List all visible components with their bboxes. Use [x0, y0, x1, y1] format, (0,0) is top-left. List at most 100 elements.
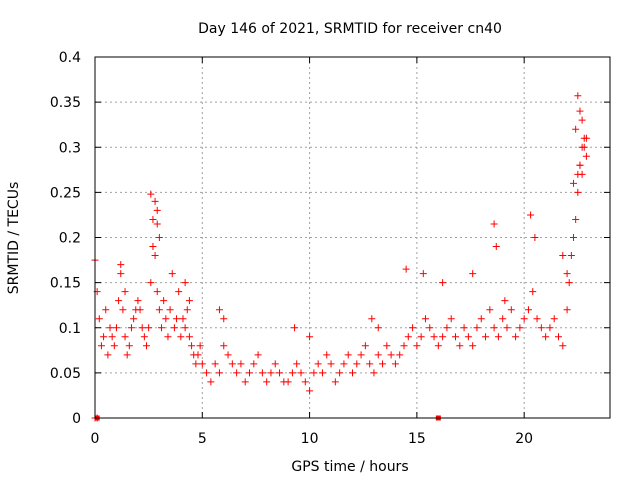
data-point — [426, 324, 434, 332]
data-point — [366, 360, 374, 368]
data-point — [196, 342, 204, 350]
data-point — [492, 243, 500, 251]
data-point — [469, 270, 477, 278]
data-point — [271, 360, 279, 368]
data-point — [198, 360, 206, 368]
data-point — [361, 342, 369, 350]
data-point — [203, 369, 211, 377]
data-point — [115, 297, 123, 305]
data-point — [121, 333, 129, 341]
data-point — [108, 333, 116, 341]
data-point — [318, 369, 326, 377]
data-point — [559, 252, 567, 260]
x-tick-label: 0 — [91, 431, 100, 447]
data-point — [215, 306, 223, 314]
data-point — [419, 270, 427, 278]
data-point — [220, 342, 228, 350]
data-point — [138, 324, 146, 332]
data-point — [288, 369, 296, 377]
data-point — [531, 234, 539, 241]
x-axis-title: GPS time / hours — [291, 459, 408, 475]
data-point — [117, 261, 125, 269]
data-point — [374, 351, 382, 359]
data-point — [507, 306, 515, 314]
data-point — [130, 315, 138, 323]
data-point — [537, 324, 545, 332]
data-point — [452, 333, 459, 341]
data-point — [387, 351, 395, 359]
data-point — [327, 360, 335, 368]
data-point — [181, 279, 189, 287]
data-point — [512, 333, 520, 341]
data-point — [177, 333, 185, 341]
data-point — [314, 360, 322, 368]
data-point — [297, 369, 305, 377]
data-point — [106, 324, 114, 332]
data-point — [306, 333, 314, 341]
data-point — [413, 342, 421, 350]
data-point — [104, 351, 112, 359]
y-tick-label: 0.15 — [50, 276, 81, 292]
data-point — [117, 270, 125, 278]
data-point — [153, 206, 161, 214]
data-point — [501, 297, 509, 305]
data-point — [524, 306, 532, 314]
y-tick-label: 0.35 — [50, 95, 81, 111]
data-point — [192, 360, 200, 368]
data-point — [291, 324, 299, 332]
data-point — [306, 387, 314, 395]
data-point — [155, 306, 163, 314]
x-tick-label: 10 — [301, 431, 319, 447]
data-point — [151, 252, 159, 260]
data-point — [542, 333, 550, 341]
data-point — [404, 333, 412, 341]
data-point — [486, 306, 494, 314]
y-tick-label: 0.2 — [59, 231, 81, 247]
data-point — [323, 351, 331, 359]
data-point — [578, 143, 586, 151]
data-point — [166, 306, 174, 314]
data-point — [250, 360, 258, 368]
data-point — [147, 190, 155, 198]
data-point — [233, 369, 241, 377]
data-point — [254, 351, 262, 359]
data-point — [134, 297, 142, 305]
data-point — [527, 211, 535, 219]
data-point — [258, 369, 266, 377]
data-point — [469, 342, 477, 350]
axis-ticks — [94, 56, 610, 419]
data-point — [567, 252, 575, 260]
data-point — [368, 315, 376, 323]
data-point — [143, 342, 150, 350]
data-point — [151, 197, 159, 205]
data-point — [123, 351, 131, 359]
data-point — [100, 333, 108, 341]
data-point — [434, 342, 442, 350]
data-point — [499, 315, 507, 323]
data-point — [570, 234, 578, 241]
data-point — [188, 342, 196, 350]
data-point — [574, 188, 582, 196]
data-point — [546, 324, 554, 332]
data-point — [576, 161, 584, 169]
data-point — [563, 306, 571, 314]
data-point — [336, 369, 344, 377]
data-point — [246, 369, 253, 377]
data-point — [276, 369, 284, 377]
y-tick-labels: 0 0.05 0.1 0.15 0.2 0.25 0.3 0.35 0.4 — [50, 50, 81, 427]
data-point — [400, 342, 408, 350]
data-point — [503, 324, 511, 332]
data-point — [181, 324, 189, 332]
data-point — [102, 306, 110, 314]
data-point — [565, 279, 573, 287]
data-point — [147, 279, 155, 287]
data-point — [443, 324, 451, 332]
data-point — [301, 378, 309, 386]
x-tick-label: 5 — [198, 431, 207, 447]
x-tick-labels: 0 5 10 15 20 — [91, 431, 534, 447]
data-point — [383, 342, 391, 350]
data-point — [173, 315, 181, 323]
data-point — [153, 220, 161, 228]
data-point — [140, 333, 148, 341]
